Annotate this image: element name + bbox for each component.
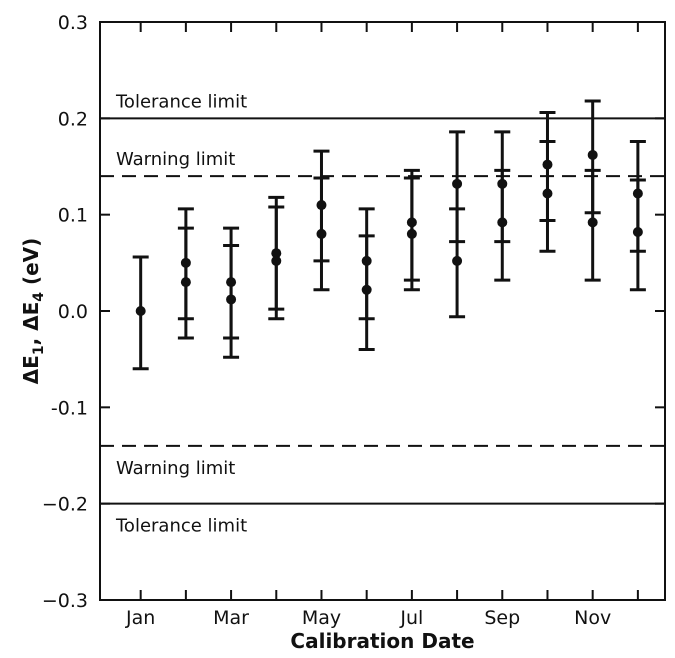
x-tick-label: Sep	[484, 607, 520, 629]
data-point	[361, 284, 372, 295]
data-point	[361, 255, 372, 266]
y-axis-title-sub2: 4	[31, 292, 47, 302]
data-point	[632, 227, 643, 238]
data-point	[316, 228, 327, 239]
data-point	[542, 188, 553, 199]
data-point	[406, 217, 417, 228]
y-axis-title-separator: ,	[19, 331, 43, 346]
data-points	[135, 149, 643, 316]
data-point	[497, 217, 508, 228]
data-point	[226, 294, 237, 305]
tolerance-limit-label: Tolerance limit	[115, 91, 247, 112]
warning-limit-label: Warning limit	[116, 458, 235, 479]
data-point	[497, 178, 508, 189]
data-point	[452, 255, 463, 266]
tolerance-limit-label: Tolerance limit	[115, 516, 247, 537]
y-tick-label: 0.2	[58, 108, 88, 130]
data-point	[406, 228, 417, 239]
y-axis-title-symbol2: ΔE	[19, 302, 43, 331]
data-point	[226, 277, 237, 288]
x-tick-label: Mar	[213, 607, 249, 629]
x-tick-label: Jul	[399, 607, 423, 629]
data-point	[316, 200, 327, 211]
y-tick-label: −0.3	[42, 590, 88, 612]
x-axis-title: Calibration Date	[290, 629, 474, 653]
y-tick-label: −0.2	[42, 494, 88, 516]
data-point	[542, 159, 553, 170]
limit-lines: Tolerance limit Warning limit Warning limi…	[100, 91, 665, 537]
y-axis-title-unit: (eV)	[19, 238, 43, 292]
x-tick-label: Jan	[125, 607, 155, 629]
y-axis-ticks: 0.3 0.2 0.1 0.0 -0.1 −0.2 −0.3	[42, 12, 665, 612]
data-point	[180, 277, 191, 288]
y-tick-label: 0.1	[58, 205, 88, 227]
y-axis-title-symbol: ΔE	[19, 355, 43, 384]
data-point	[271, 248, 282, 259]
warning-limit-label: Warning limit	[116, 149, 235, 170]
data-point	[452, 178, 463, 189]
data-point	[180, 257, 191, 268]
data-point	[271, 255, 282, 266]
x-tick-label: Nov	[574, 607, 611, 629]
y-tick-label: 0.3	[58, 12, 88, 34]
data-point	[632, 188, 643, 199]
y-axis-title: ΔE1, ΔE4 (eV)	[19, 238, 47, 385]
y-tick-label: -0.1	[51, 397, 88, 419]
y-axis-title-sub1: 1	[31, 345, 47, 355]
y-tick-label: 0.0	[58, 301, 88, 323]
x-axis-ticks: Jan Mar May Jul Sep Nov	[125, 22, 639, 629]
data-point	[587, 217, 598, 228]
x-tick-label: May	[302, 607, 341, 629]
data-point	[587, 149, 598, 160]
error-bars	[132, 99, 646, 371]
data-point	[135, 306, 146, 316]
